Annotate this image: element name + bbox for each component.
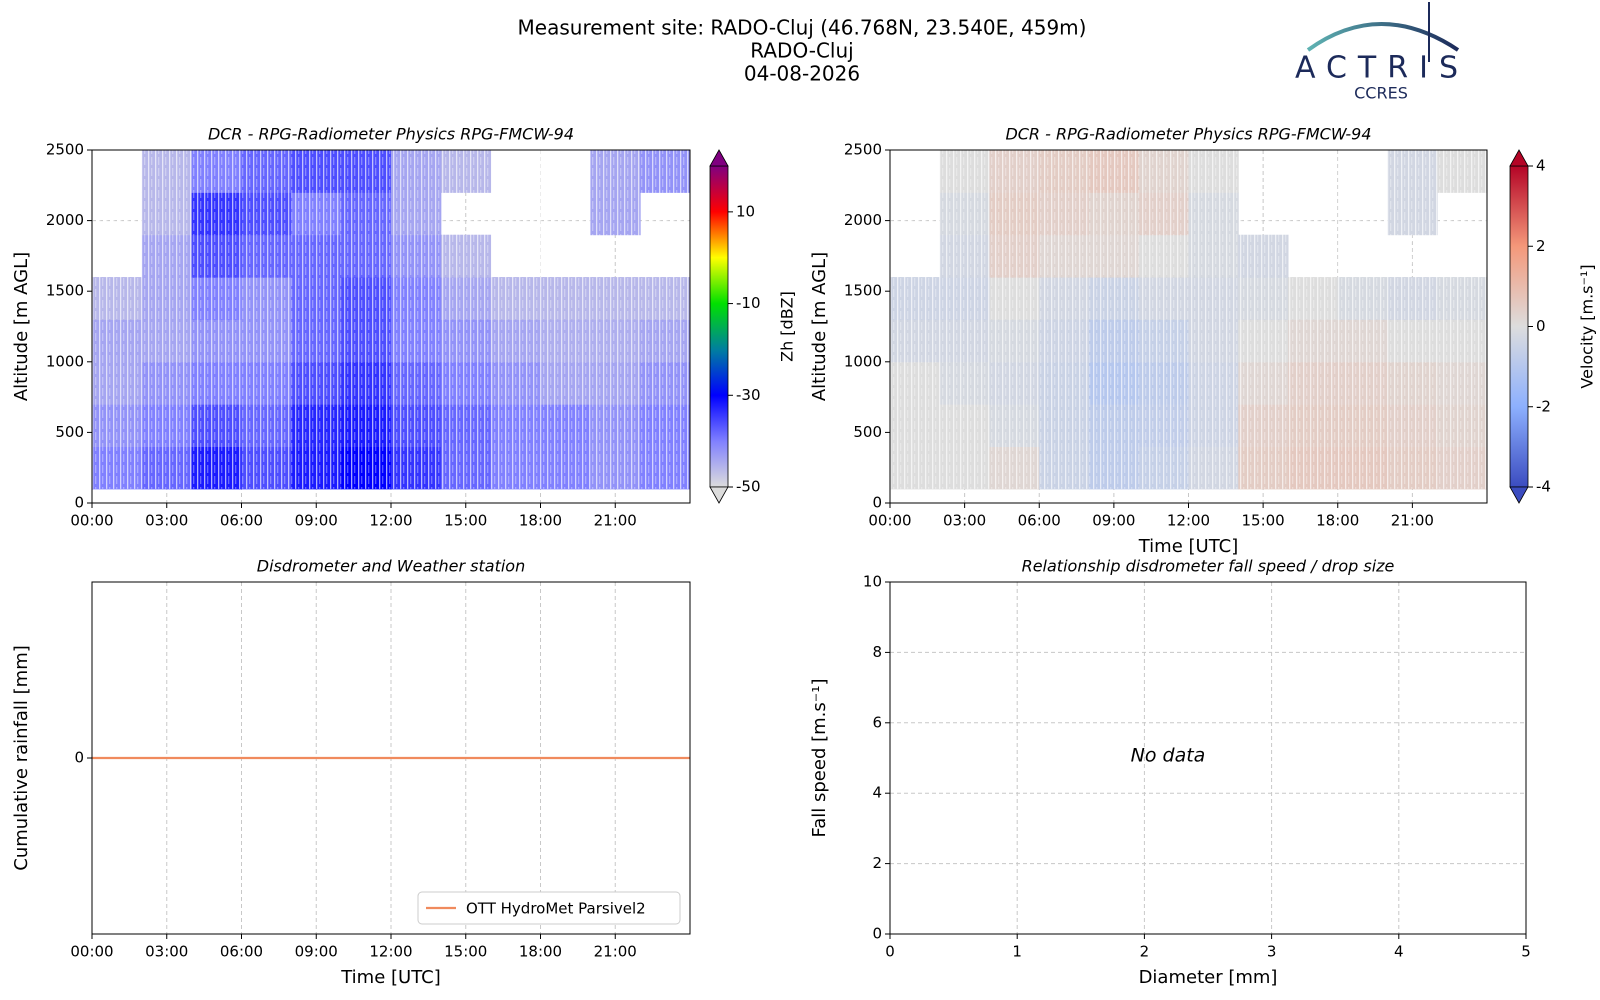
colorbar-tick-label: 2 — [1536, 237, 1546, 255]
x-tick-label: 06:00 — [220, 943, 263, 961]
y-tick-label: 4 — [872, 784, 882, 802]
y-tick-label: 1000 — [844, 352, 882, 370]
x-tick-label: 00:00 — [868, 512, 911, 530]
y-tick-label: 10 — [863, 573, 882, 591]
x-tick-label: 5 — [1521, 943, 1531, 961]
x-tick-label: 21:00 — [1391, 512, 1434, 530]
y-tick-label: 1000 — [46, 352, 84, 370]
x-tick-label: 21:00 — [594, 943, 637, 961]
x-tick-label: 21:00 — [594, 512, 637, 530]
y-axis-label: Cumulative rainfall [mm] — [11, 645, 32, 871]
x-tick-label: 00:00 — [70, 512, 113, 530]
x-tick-label: 09:00 — [1092, 512, 1135, 530]
y-tick-label: 2500 — [46, 141, 84, 159]
texture — [890, 150, 1487, 489]
x-tick-label: 15:00 — [1242, 512, 1285, 530]
annotation: No data — [1131, 745, 1206, 767]
x-tick-label: 03:00 — [943, 512, 986, 530]
legend-label: OTT HydroMet Parsivel2 — [466, 900, 646, 918]
x-tick-label: 18:00 — [1316, 512, 1359, 530]
y-tick-label: 2 — [872, 854, 882, 872]
colorbar-extend — [1509, 486, 1529, 504]
colorbar-tick-label: -2 — [1536, 397, 1551, 415]
x-tick-label: 12:00 — [369, 512, 412, 530]
colorbar-label: Zh [dBZ] — [778, 291, 797, 362]
y-axis-label: Altitude [m AGL] — [11, 252, 32, 401]
colorbar-tick-label: -10 — [736, 294, 761, 312]
x-tick-label: 12:00 — [1167, 512, 1210, 530]
legend — [417, 891, 681, 925]
logo: ACTRIS CCRES — [1295, 2, 1469, 103]
x-tick-label: 18:00 — [519, 512, 562, 530]
y-tick-label: 1500 — [46, 282, 84, 300]
chart: DCR - RPG-Radiometer Physics RPG-FMCW-94… — [809, 125, 1597, 558]
x-tick-label: 3 — [1267, 943, 1277, 961]
header-line: 04-08-2026 — [744, 62, 860, 86]
y-tick-label: 0 — [74, 494, 84, 512]
x-axis-label: Time [UTC] — [1138, 536, 1239, 557]
colorbar-tick-label: -30 — [736, 386, 761, 404]
y-axis-label: Altitude [m AGL] — [809, 252, 830, 401]
header: Measurement site: RADO-Cluj (46.768N, 23… — [518, 16, 1087, 86]
x-tick-label: 12:00 — [369, 943, 412, 961]
chart: DCR - RPG-Radiometer Physics RPG-FMCW-94… — [11, 125, 797, 530]
chart: Relationship disdrometer fall speed / dr… — [809, 557, 1531, 989]
colorbar-tick-label: 0 — [1536, 317, 1546, 335]
y-tick-label: 2500 — [844, 141, 882, 159]
x-tick-label: 1 — [1012, 943, 1022, 961]
header-line: RADO-Cluj — [750, 39, 853, 63]
y-tick-label: 2000 — [46, 211, 84, 229]
x-tick-label: 06:00 — [1018, 512, 1061, 530]
heatmap — [890, 150, 1487, 490]
y-tick-label: 8 — [872, 643, 882, 661]
x-tick-label: 15:00 — [444, 943, 487, 961]
logo-name: ACTRIS — [1295, 51, 1469, 86]
colorbar-tick-label: 10 — [736, 202, 755, 220]
y-tick-label: 6 — [872, 713, 882, 731]
texture — [92, 150, 690, 489]
colorbar — [709, 165, 729, 488]
x-tick-label: 0 — [885, 943, 895, 961]
y-tick-label: 1500 — [844, 282, 882, 300]
x-tick-label: 4 — [1394, 943, 1404, 961]
x-tick-label: 09:00 — [295, 512, 338, 530]
x-tick-label: 03:00 — [145, 943, 188, 961]
x-tick-label: 18:00 — [519, 943, 562, 961]
y-tick-label: 0 — [872, 494, 882, 512]
colorbar-label: Velocity [m.s⁻¹] — [1578, 264, 1597, 388]
x-tick-label: 09:00 — [295, 943, 338, 961]
chart-title: Disdrometer and Weather station — [257, 557, 525, 576]
header-line: Measurement site: RADO-Cluj (46.768N, 23… — [518, 16, 1087, 40]
x-tick-label: 03:00 — [145, 512, 188, 530]
chart-title: DCR - RPG-Radiometer Physics RPG-FMCW-94 — [1005, 125, 1371, 144]
y-tick-label: 500 — [853, 423, 882, 441]
heatmap — [92, 150, 690, 490]
colorbar-tick-label: -4 — [1536, 478, 1551, 496]
axes-frame — [889, 581, 1527, 935]
chart-title: Relationship disdrometer fall speed / dr… — [1022, 557, 1395, 576]
colorbar — [1509, 165, 1529, 488]
x-tick-label: 15:00 — [444, 512, 487, 530]
x-axis-label: Time [UTC] — [340, 967, 441, 988]
colorbar-extend — [709, 149, 729, 167]
x-tick-label: 00:00 — [70, 943, 113, 961]
logo-arc — [1306, 22, 1460, 52]
colorbar-tick-label: -50 — [736, 478, 761, 496]
x-axis-label: Diameter [mm] — [1139, 967, 1278, 988]
y-tick-label: 500 — [55, 423, 84, 441]
y-tick-label: 0 — [872, 925, 882, 943]
colorbar-extend — [709, 486, 729, 504]
chart-title: DCR - RPG-Radiometer Physics RPG-FMCW-94 — [208, 125, 574, 144]
y-tick-label: 2000 — [844, 211, 882, 229]
chart: Disdrometer and Weather station OTT Hydro… — [11, 557, 691, 988]
y-axis-label: Fall speed [m.s⁻¹] — [809, 679, 830, 838]
x-tick-label: 06:00 — [220, 512, 263, 530]
colorbar-tick-label: 4 — [1536, 157, 1546, 175]
colorbar-extend — [1509, 149, 1529, 167]
x-tick-label: 2 — [1140, 943, 1150, 961]
y-tick-label: 0 — [74, 749, 84, 767]
logo-subtitle: CCRES — [1354, 84, 1408, 103]
